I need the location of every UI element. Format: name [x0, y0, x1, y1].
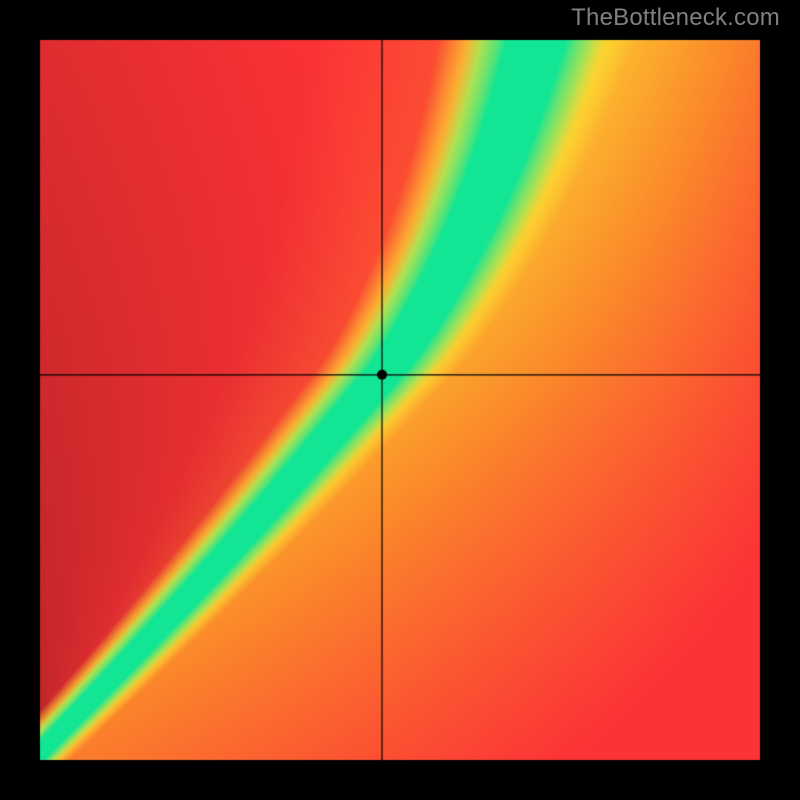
watermark-text: TheBottleneck.com: [571, 4, 780, 32]
chart-container: TheBottleneck.com: [0, 0, 800, 800]
heatmap-canvas: [0, 0, 800, 800]
